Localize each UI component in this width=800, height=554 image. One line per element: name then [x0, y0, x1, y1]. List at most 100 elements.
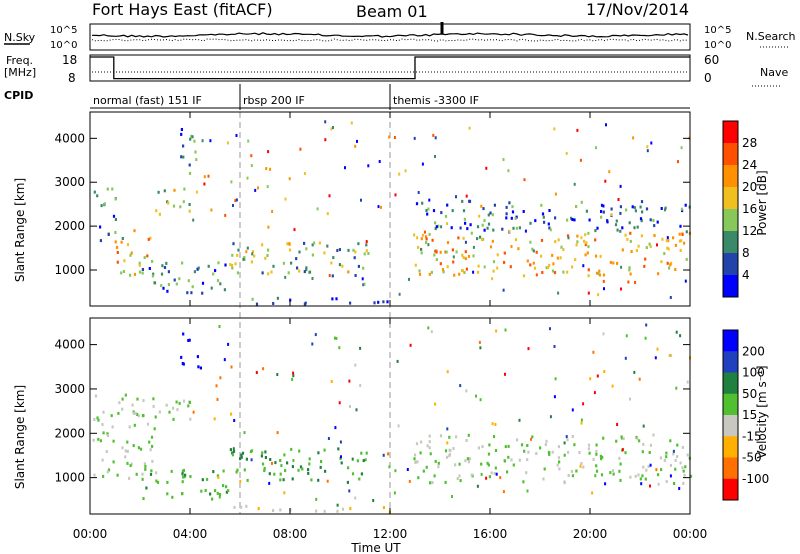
heatmap-cell [642, 442, 645, 446]
heatmap-cell [476, 237, 479, 241]
heatmap-cell [135, 472, 138, 476]
noise-panel: N.Sky 10^5 10^0 10^5 10^0 N.Search [4, 22, 796, 51]
heatmap-cell [299, 465, 303, 469]
heatmap-cell [487, 463, 490, 467]
heatmap-cell [184, 473, 187, 477]
heatmap-cell [604, 179, 607, 183]
heatmap-cell [415, 442, 419, 446]
heatmap-cell [307, 468, 310, 472]
heatmap-cell [359, 384, 362, 387]
x-axis-label: Time UT [350, 541, 401, 554]
heatmap-cell [526, 458, 529, 462]
heatmap-cell [465, 267, 468, 271]
heatmap-cell [201, 139, 204, 143]
heatmap-cell [554, 240, 557, 244]
heatmap-cell [450, 226, 453, 230]
heatmap-cell [115, 245, 119, 249]
heatmap-cell [646, 149, 649, 153]
heatmap-cell [540, 203, 543, 207]
heatmap-cell [272, 302, 275, 305]
heatmap-cell [251, 297, 254, 301]
heatmap-cell [487, 452, 491, 456]
heatmap-cell [575, 243, 578, 247]
heatmap-cell [310, 478, 313, 482]
heatmap-cell [149, 236, 152, 240]
heatmap-cell [192, 218, 195, 222]
heatmap-cell [360, 198, 362, 202]
heatmap-cell [192, 410, 195, 414]
heatmap-cell [172, 417, 175, 421]
heatmap-cell [489, 245, 493, 249]
heatmap-cell [649, 245, 652, 248]
heatmap-cell [448, 453, 451, 457]
heatmap-cell [602, 204, 605, 208]
heatmap-cell [637, 473, 640, 477]
heatmap-cell [633, 206, 636, 210]
heatmap-cell [427, 243, 430, 247]
heatmap-cell [435, 225, 438, 229]
heatmap-cell [666, 261, 669, 265]
heatmap-cell [544, 443, 547, 447]
heatmap-cell [120, 240, 123, 244]
heatmap-cell [336, 503, 339, 507]
heatmap-cell [509, 265, 512, 269]
heatmap-cell [649, 463, 652, 467]
heatmap-cell [214, 489, 217, 493]
heatmap-cell [435, 258, 438, 262]
heatmap-cell [664, 206, 667, 210]
heatmap-cell [239, 457, 242, 461]
heatmap-cell [492, 260, 496, 264]
heatmap-cell [193, 139, 196, 143]
heatmap-cell [648, 451, 651, 454]
heatmap-cell [134, 411, 137, 415]
heatmap-cell [182, 155, 185, 159]
heatmap-cell [338, 263, 341, 267]
heatmap-cell [267, 150, 270, 154]
heatmap-cell [420, 440, 423, 444]
power-colorbar: 28 24 20 16 12 8 4 [722, 120, 757, 298]
nave-tick-bottom: 0 [704, 71, 712, 85]
heatmap-cell [602, 273, 606, 277]
heatmap-cell [530, 437, 532, 441]
heatmap-cell [93, 418, 96, 421]
heatmap-cell [491, 213, 494, 217]
heatmap-cell [633, 370, 636, 374]
heatmap-cell [182, 200, 185, 204]
heatmap-cell [531, 435, 534, 439]
heatmap-cell [575, 469, 578, 473]
heatmap-cell [480, 462, 483, 466]
heatmap-cell [136, 397, 139, 401]
heatmap-cell [413, 457, 416, 461]
heatmap-cell [229, 448, 232, 452]
heatmap-cell [433, 474, 436, 478]
heatmap-cell [178, 277, 181, 281]
heatmap-cell [157, 190, 160, 194]
heatmap-cell [240, 453, 243, 457]
colorbar-tick-label: 12 [742, 224, 757, 238]
heatmap-cell [579, 158, 582, 162]
heatmap-cell [459, 479, 462, 483]
heatmap-cell [149, 472, 153, 476]
heatmap-cell [641, 210, 644, 214]
heatmap-cell [209, 139, 212, 143]
heatmap-cell [649, 218, 652, 222]
heatmap-cell [557, 291, 560, 295]
heatmap-cell [188, 338, 191, 342]
heatmap-cell [427, 326, 430, 330]
heatmap-cell [223, 288, 226, 292]
heatmap-cell [596, 374, 599, 378]
heatmap-cell [194, 150, 197, 154]
heatmap-cell [472, 254, 475, 258]
heatmap-cell [532, 261, 535, 265]
heatmap-cell [421, 233, 424, 237]
heatmap-cell [588, 451, 591, 455]
heatmap-cell [482, 207, 485, 211]
power-y-axis-label: Slant Range [km] [13, 178, 27, 282]
heatmap-cell [328, 274, 331, 277]
heatmap-cell [657, 482, 660, 486]
heatmap-cell [573, 182, 576, 186]
heatmap-cell [660, 468, 663, 472]
heatmap-cell [311, 253, 314, 257]
heatmap-cell [468, 457, 472, 461]
heatmap-cell [638, 377, 641, 381]
